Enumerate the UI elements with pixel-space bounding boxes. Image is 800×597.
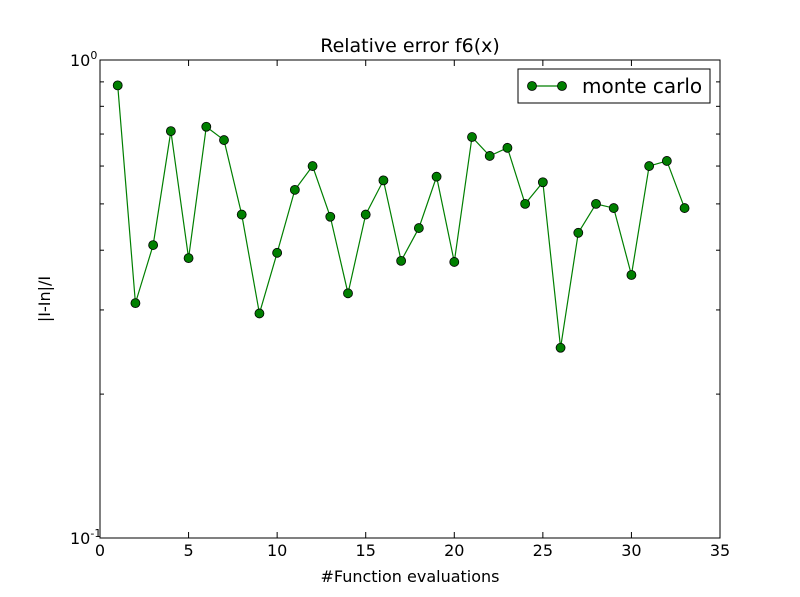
x-tick-label: 5 (183, 541, 193, 560)
data-point (183, 253, 194, 264)
data-point (201, 121, 212, 132)
data-point (219, 135, 229, 145)
data-point (520, 198, 531, 209)
x-tick-label: 0 (95, 541, 105, 560)
data-point (307, 161, 318, 171)
series-layer (112, 80, 690, 353)
data-point (343, 288, 353, 299)
x-tick-label: 20 (444, 541, 464, 560)
data-point (467, 132, 477, 142)
legend-box (517, 68, 711, 104)
data-point (661, 156, 672, 166)
data-point (325, 211, 336, 222)
legend-marker (527, 81, 537, 91)
legend-label-monte-carlo: monte carlo (582, 74, 702, 98)
data-point (236, 209, 247, 220)
data-point (644, 161, 655, 171)
y-tick-label: 100 (70, 49, 97, 70)
data-point (626, 270, 637, 280)
legend-marker (557, 81, 567, 91)
y-axis-label: |I-In|/I (35, 276, 54, 322)
legend: monte carlo (517, 68, 711, 104)
data-point (555, 342, 566, 353)
x-tick-label: 30 (621, 541, 641, 560)
data-point (272, 247, 283, 258)
data-point (396, 255, 407, 266)
data-point (502, 142, 513, 153)
x-axis-label: #Function evaluations (320, 567, 499, 586)
data-point (679, 203, 690, 213)
data-point (254, 308, 265, 319)
data-point (112, 80, 123, 91)
data-point (413, 223, 424, 233)
data-point (573, 227, 584, 238)
ticks-layer: 0 5 10 15 20 25 30 35 10-1 100 (70, 49, 730, 560)
chart-title: Relative error f6(x) (320, 35, 500, 57)
data-point (378, 175, 389, 186)
data-point (591, 198, 601, 209)
data-point (537, 177, 548, 188)
x-tick-label: 10 (267, 541, 287, 560)
data-point (608, 203, 619, 213)
x-tick-label: 25 (533, 541, 553, 560)
y-tick-label: 10-1 (70, 527, 101, 548)
data-point (360, 209, 371, 220)
data-point (431, 171, 442, 182)
data-point (165, 126, 176, 136)
data-point (289, 184, 300, 195)
data-point (484, 151, 495, 161)
x-tick-label: 15 (356, 541, 376, 560)
x-tick-label: 35 (710, 541, 730, 560)
plot-frame (99, 59, 721, 539)
data-point (130, 298, 141, 309)
data-point (148, 240, 159, 250)
data-point (449, 257, 460, 267)
